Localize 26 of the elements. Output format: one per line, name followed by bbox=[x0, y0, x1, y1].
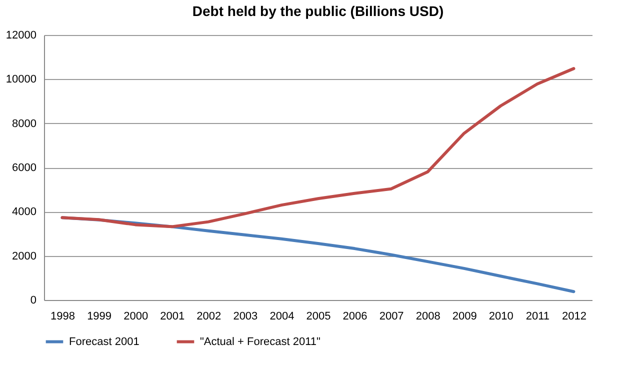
x-tick-label: 2003 bbox=[233, 310, 258, 322]
x-tick-label: 2012 bbox=[562, 310, 586, 322]
line-series bbox=[60, 67, 576, 228]
chart-title: Debt held by the public (Billions USD) bbox=[192, 3, 444, 19]
x-tick-label: 1999 bbox=[87, 310, 112, 322]
x-tick-label: 2006 bbox=[342, 310, 368, 322]
y-tick-label: 6000 bbox=[12, 162, 36, 174]
x-tick-label: 1998 bbox=[50, 310, 76, 322]
x-tick-label: 2007 bbox=[379, 310, 404, 322]
x-tick-label: 2000 bbox=[124, 310, 148, 322]
y-tick-label: 0 bbox=[30, 294, 36, 306]
y-tick-label: 8000 bbox=[12, 118, 36, 130]
x-tick-label: 2008 bbox=[416, 310, 440, 322]
legend-label: "Actual + Forecast 2011" bbox=[200, 336, 321, 348]
y-tick-label: 10000 bbox=[6, 74, 36, 86]
y-tick-label: 2000 bbox=[12, 250, 36, 262]
x-tick-label: 2002 bbox=[196, 310, 222, 322]
x-tick-label: 2004 bbox=[270, 310, 294, 322]
x-tick-label: 2005 bbox=[306, 310, 331, 322]
legend-label: Forecast 2001 bbox=[69, 336, 140, 348]
x-tick-label: 2001 bbox=[160, 310, 185, 322]
x-tick-label: 2009 bbox=[452, 310, 477, 322]
y-tick-label: 12000 bbox=[6, 30, 36, 42]
x-tick-label: 2010 bbox=[488, 310, 514, 322]
x-tick-label: 2011 bbox=[526, 310, 550, 322]
y-tick-label: 4000 bbox=[12, 206, 36, 218]
